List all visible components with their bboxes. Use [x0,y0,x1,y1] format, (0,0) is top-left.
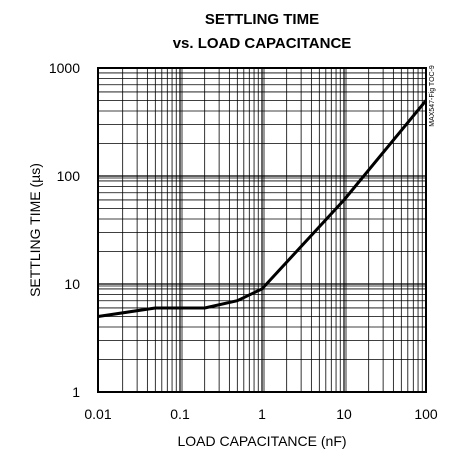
tick-labels: 0.01 0.1 1 10 100 1 10 100 1000 [49,60,438,422]
figure-id-note: MAX547-Fig TOC-9 [429,65,436,127]
x-tick-label: 10 [336,406,352,422]
y-tick-label: 1000 [49,60,80,76]
y-tick-label: 1 [72,384,80,400]
x-tick-label: 0.01 [84,406,111,422]
chart-title-line1: SETTLING TIME [205,11,319,28]
chart-title-line2: vs. LOAD CAPACITANCE [173,35,352,52]
plot-frame [97,67,427,393]
x-tick-label: 100 [414,406,438,422]
y-tick-label: 10 [64,276,80,292]
series-line [97,99,428,318]
x-tick-label: 1 [258,406,266,422]
grid [97,68,426,393]
y-axis-label: SETTLING TIME (µs) [27,163,43,297]
y-tick-label: 100 [57,168,81,184]
x-axis-label: LOAD CAPACITANCE (nF) [177,433,346,449]
series-group [97,99,428,318]
x-tick-label: 0.1 [170,406,190,422]
